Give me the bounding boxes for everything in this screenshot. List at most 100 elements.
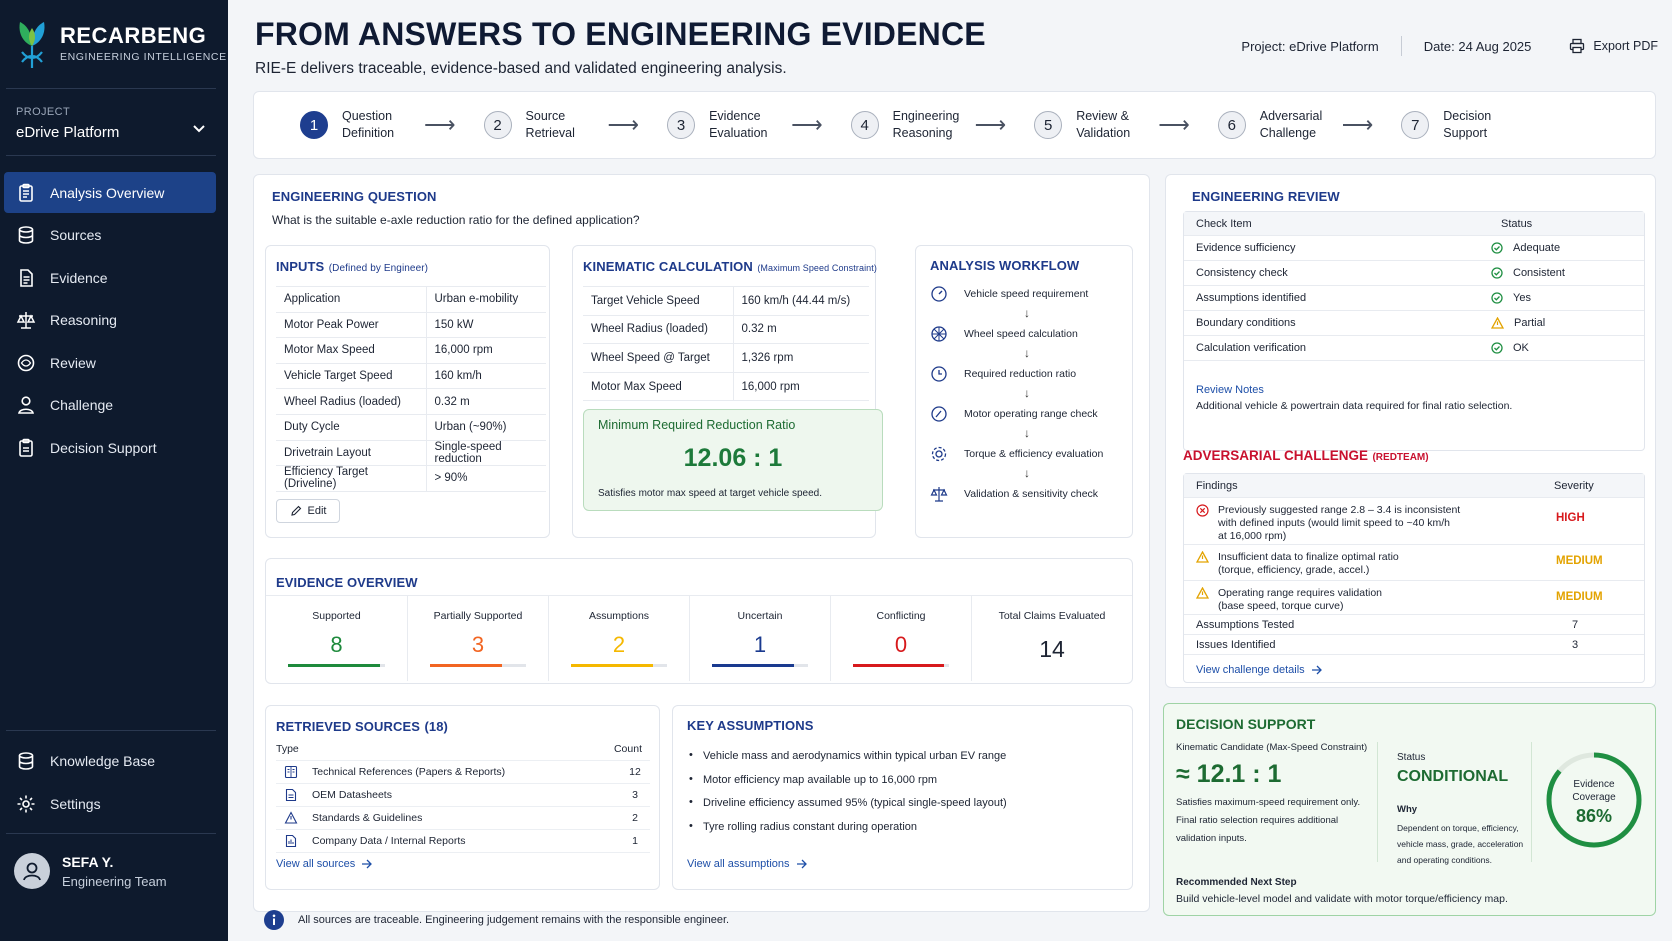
brand-logo-icon: [19, 22, 45, 68]
step-2[interactable]: 2 Source Retrieval: [483, 108, 598, 142]
stat-value: 0: [894, 632, 908, 657]
step-7[interactable]: 7 Decision Support: [1401, 108, 1515, 142]
row-label: Vehicle Target Speed: [276, 363, 427, 390]
stat-bar-fill: [712, 664, 794, 667]
view-all-assumptions-link[interactable]: View all assumptions: [687, 858, 808, 870]
evidence-stat-supported[interactable]: Supported 8: [266, 596, 407, 681]
sidebar-item-analysis-overview[interactable]: Analysis Overview: [4, 172, 216, 213]
brand-tagline: ENGINEERING INTELLIGENCE: [60, 50, 227, 63]
source-row[interactable]: Technical References (Papers & Reports) 1…: [276, 761, 650, 784]
col-severity: Severity: [1554, 479, 1594, 492]
view-challenge-details-link[interactable]: View challenge details: [1196, 664, 1323, 676]
decision-heading: DECISION SUPPORT: [1176, 716, 1316, 732]
table-row: Motor Max Speed 16,000 rpm: [276, 337, 546, 364]
check-circle-icon: [1491, 292, 1503, 304]
source-row[interactable]: OEM Datasheets 3: [276, 784, 650, 807]
status-label: Status: [1397, 752, 1426, 763]
workflow-step-label: Wheel speed calculation: [964, 328, 1078, 340]
why-text: Dependent on torque, efficiency, vehicle…: [1397, 823, 1524, 865]
user-profile[interactable]: SEFA Y. Engineering Team: [14, 853, 167, 889]
next-step-text: Build vehicle-level model and validate w…: [1176, 893, 1508, 905]
export-pdf-button[interactable]: Export PDF: [1569, 38, 1658, 54]
warning-icon: [1196, 551, 1209, 563]
row-value: 0.32 m: [733, 315, 869, 345]
stat-bar: [430, 664, 526, 667]
divider: [1377, 742, 1378, 862]
arrow-right-icon: ⟶: [607, 112, 640, 137]
arrow-down-icon: ↓: [1024, 426, 1030, 440]
evidence-stat-assumptions[interactable]: Assumptions 2: [548, 596, 689, 681]
stat-bar-fill: [853, 664, 945, 667]
info-icon: [264, 910, 284, 930]
database-icon: [18, 226, 34, 244]
assumptions-tested-row: Assumptions Tested 7: [1184, 615, 1644, 635]
source-row[interactable]: Company Data / Internal Reports 1: [276, 830, 650, 853]
warning-icon: [1491, 317, 1504, 329]
arrow-down-icon: ↓: [1024, 306, 1030, 320]
review-table: Check Item Status Evidence sufficiency Ad…: [1183, 211, 1645, 451]
col-status: Status: [1501, 217, 1533, 230]
datasheet-icon: [285, 788, 297, 802]
project-label: PROJECT: [16, 106, 71, 118]
col-check-item: Check Item: [1196, 217, 1252, 230]
sidebar-item-decision-support[interactable]: Decision Support: [4, 427, 216, 468]
evidence-stat-partially-supported[interactable]: Partially Supported 3: [407, 596, 548, 681]
step-5[interactable]: 5 Review & Validation: [1034, 108, 1148, 142]
sidebar-item-knowledge-base[interactable]: Knowledge Base: [4, 740, 216, 781]
step-4[interactable]: 4 Engineering Reasoning: [850, 108, 965, 142]
traceability-note: All sources are traceable. Engineering j…: [264, 910, 729, 930]
finding-row: Previously suggested range 2.8 – 3.4 is …: [1184, 498, 1644, 545]
sidebar-item-challenge[interactable]: Challenge: [4, 385, 216, 426]
stat-bar: [288, 664, 385, 667]
project-selector[interactable]: PROJECT eDrive Platform: [16, 106, 206, 141]
finding-text: Insufficient data to finalize optimal ra…: [1218, 551, 1399, 576]
source-row[interactable]: Standards & Guidelines 2: [276, 807, 650, 830]
table-row: Application Urban e-mobility: [276, 286, 546, 313]
gauge-icon: [931, 406, 947, 422]
sidebar-item-label: Settings: [50, 795, 101, 812]
sidebar-item-settings[interactable]: Settings: [4, 783, 216, 824]
document-icon: [20, 268, 33, 287]
sidebar-item-reasoning[interactable]: Reasoning: [4, 300, 216, 341]
stat-label: Assumptions: [588, 610, 650, 622]
clipboard-icon: [19, 183, 33, 202]
sidebar-item-label: Sources: [50, 227, 102, 243]
step-6[interactable]: 6 Adversarial Challenge: [1217, 108, 1332, 142]
evidence-stat-conflicting[interactable]: Conflicting 0: [830, 596, 971, 681]
sources-header: Type Count: [276, 738, 650, 761]
avatar: [14, 853, 50, 889]
step-3[interactable]: 3 Evidence Evaluation: [667, 108, 781, 142]
user-icon: [23, 862, 41, 881]
workflow-step: Torque & efficiency evaluation: [930, 444, 1130, 464]
analysis-workflow-card: ANALYSIS WORKFLOW Vehicle speed requirem…: [915, 245, 1133, 538]
gauge-ring: [1546, 752, 1642, 848]
issues-value: 3: [1572, 638, 1579, 651]
step-1[interactable]: 1 Question Definition: [300, 108, 414, 142]
arrow-right-icon: ⟶: [1341, 112, 1374, 137]
row-value: 150 kW: [426, 312, 546, 339]
coverage-arc: [1546, 752, 1642, 848]
edit-label: Edit: [307, 505, 327, 517]
check-status: Partial: [1514, 317, 1546, 329]
row-label: Wheel Speed @ Target: [583, 343, 734, 373]
brand[interactable]: RECARBENG ENGINEERING INTELLIGENCE: [14, 16, 227, 70]
stat-label: Uncertain: [737, 610, 783, 622]
step-number: 4: [850, 111, 879, 139]
analysis-panel: ENGINEERING QUESTION What is the suitabl…: [253, 174, 1150, 930]
review-row: Boundary conditions Partial: [1184, 311, 1644, 336]
kinematic-heading: KINEMATIC CALCULATION: [583, 259, 753, 274]
sidebar-item-evidence[interactable]: Evidence: [4, 257, 216, 298]
view-all-sources-link[interactable]: View all sources: [276, 858, 373, 870]
table-row: Drivetrain Layout Single-speed reduction: [276, 440, 546, 467]
step-number: 5: [1034, 111, 1063, 139]
edit-button[interactable]: Edit: [276, 499, 340, 523]
step-label: Source Retrieval: [525, 109, 575, 140]
database-icon: [18, 751, 34, 770]
sidebar-item-review[interactable]: Review: [4, 342, 216, 383]
divider: [1400, 36, 1402, 56]
printer-icon: [1570, 38, 1585, 54]
inputs-table: Application Urban e-mobility Motor Peak Po…: [276, 286, 546, 492]
sidebar-item-sources[interactable]: Sources: [4, 215, 216, 256]
evidence-stat-uncertain[interactable]: Uncertain 1: [689, 596, 830, 681]
stat-label: Conflicting: [876, 610, 926, 622]
